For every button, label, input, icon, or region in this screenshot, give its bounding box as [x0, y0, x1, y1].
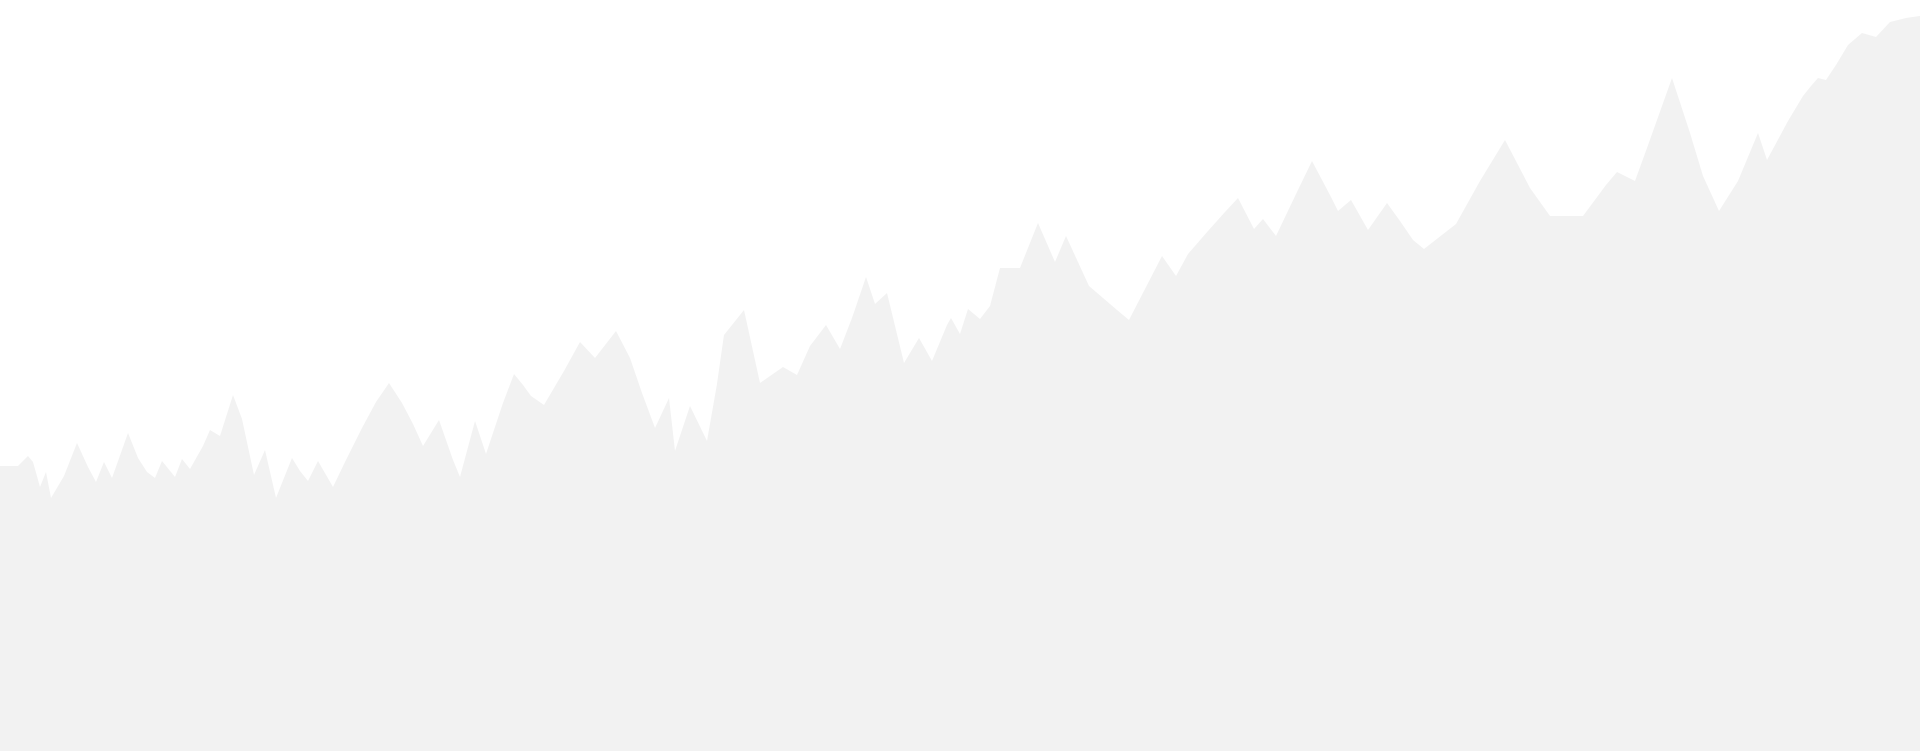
silhouette-shape: [0, 16, 1920, 751]
